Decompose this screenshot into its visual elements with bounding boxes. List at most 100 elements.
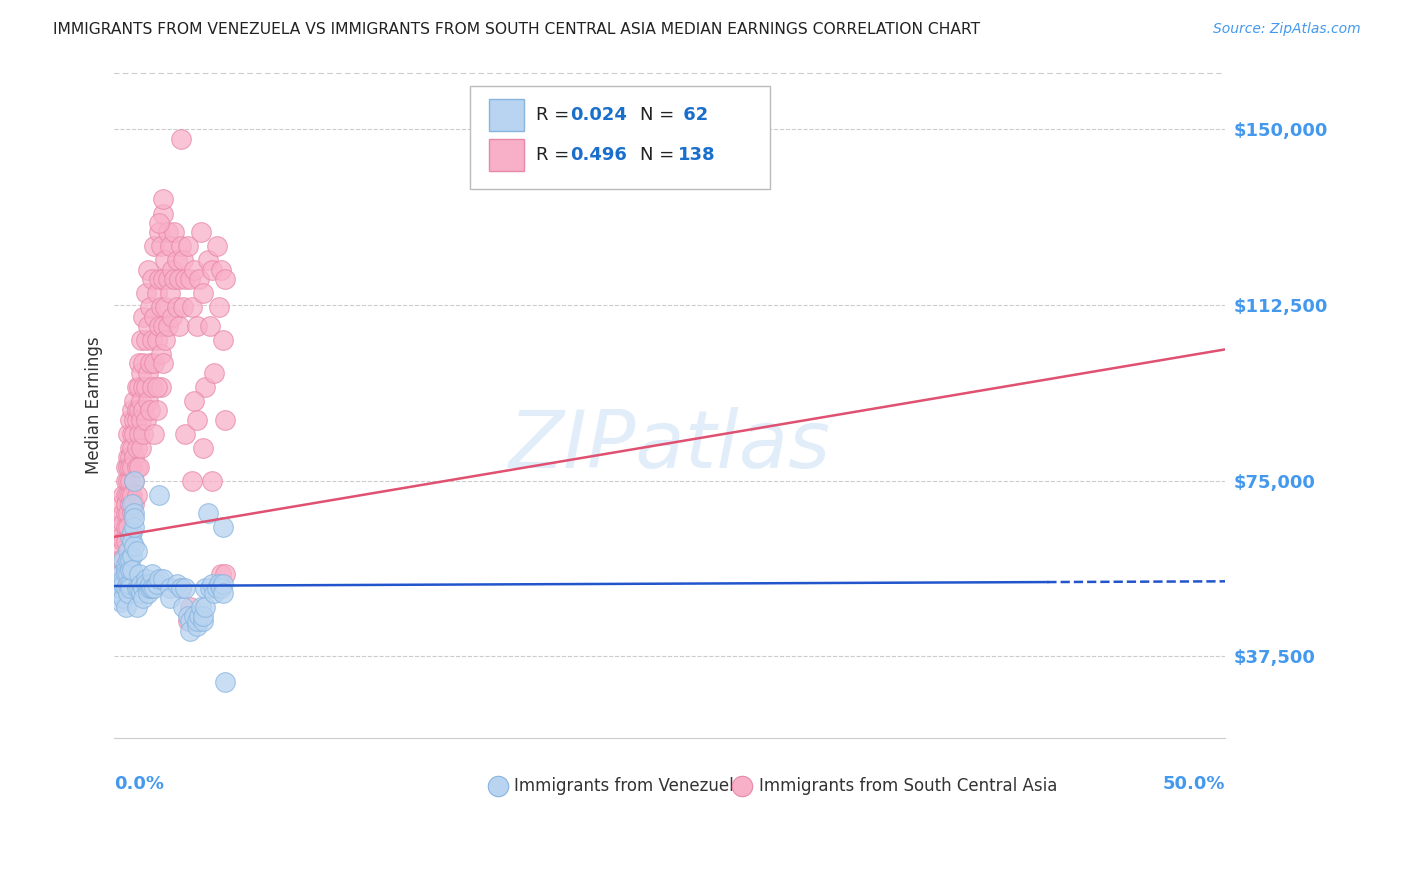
- Point: [202, 586, 225, 600]
- Point: [205, 239, 228, 253]
- Point: [121, 497, 143, 511]
- Point: [150, 347, 173, 361]
- Point: [118, 530, 141, 544]
- Point: [183, 609, 205, 624]
- Point: [124, 474, 146, 488]
- Point: [170, 582, 193, 596]
- Point: [174, 272, 197, 286]
- Point: [155, 300, 177, 314]
- Point: [124, 426, 146, 441]
- Point: [136, 318, 159, 333]
- Point: [124, 412, 146, 426]
- Point: [160, 262, 183, 277]
- Point: [166, 300, 188, 314]
- Text: 0.024: 0.024: [569, 106, 627, 124]
- Point: [121, 525, 143, 540]
- Point: [118, 450, 141, 465]
- Point: [121, 549, 143, 563]
- Point: [187, 272, 209, 286]
- Point: [125, 403, 148, 417]
- Y-axis label: Median Earnings: Median Earnings: [86, 337, 103, 475]
- Point: [141, 333, 163, 347]
- Point: [114, 459, 136, 474]
- Point: [112, 516, 135, 530]
- Point: [209, 262, 232, 277]
- Point: [128, 567, 150, 582]
- Point: [114, 600, 136, 615]
- Point: [148, 318, 170, 333]
- Point: [117, 507, 139, 521]
- Point: [112, 507, 135, 521]
- Point: [114, 474, 136, 488]
- Point: [134, 572, 156, 586]
- Point: [110, 520, 132, 534]
- Point: [166, 253, 188, 268]
- Point: [145, 333, 167, 347]
- Point: [141, 380, 163, 394]
- Point: [117, 553, 139, 567]
- Point: [125, 412, 148, 426]
- Point: [129, 333, 152, 347]
- Point: [110, 553, 132, 567]
- Point: [155, 253, 177, 268]
- FancyBboxPatch shape: [489, 139, 524, 170]
- Point: [112, 488, 135, 502]
- Point: [143, 426, 166, 441]
- Point: [150, 239, 173, 253]
- Point: [118, 576, 141, 591]
- FancyBboxPatch shape: [470, 87, 769, 189]
- Point: [205, 582, 228, 596]
- Point: [112, 591, 135, 605]
- Point: [212, 333, 235, 347]
- Point: [129, 393, 152, 408]
- Point: [125, 380, 148, 394]
- Point: [132, 426, 155, 441]
- Point: [124, 539, 146, 553]
- Point: [110, 530, 132, 544]
- Point: [150, 300, 173, 314]
- Point: [145, 286, 167, 301]
- Point: [214, 567, 236, 582]
- Text: IMMIGRANTS FROM VENEZUELA VS IMMIGRANTS FROM SOUTH CENTRAL ASIA MEDIAN EARNINGS : IMMIGRANTS FROM VENEZUELA VS IMMIGRANTS …: [53, 22, 980, 37]
- Point: [112, 553, 135, 567]
- Point: [194, 600, 217, 615]
- Point: [132, 356, 155, 370]
- Text: 0.0%: 0.0%: [114, 775, 165, 793]
- Point: [152, 356, 174, 370]
- Point: [152, 193, 174, 207]
- Point: [197, 507, 219, 521]
- Point: [186, 619, 208, 633]
- Point: [117, 459, 139, 474]
- Point: [110, 576, 132, 591]
- Point: [128, 356, 150, 370]
- Point: [136, 393, 159, 408]
- Point: [139, 582, 162, 596]
- Point: [128, 403, 150, 417]
- Point: [209, 567, 232, 582]
- Point: [159, 591, 181, 605]
- Point: [134, 412, 156, 426]
- Point: [110, 582, 132, 596]
- Point: [186, 614, 208, 628]
- Point: [121, 441, 143, 455]
- Point: [132, 591, 155, 605]
- Point: [181, 300, 204, 314]
- Point: [117, 567, 139, 582]
- Point: [118, 412, 141, 426]
- Point: [118, 497, 141, 511]
- Point: [110, 567, 132, 582]
- Point: [143, 356, 166, 370]
- Point: [134, 576, 156, 591]
- Point: [183, 393, 205, 408]
- Point: [114, 558, 136, 572]
- Point: [212, 520, 235, 534]
- Point: [117, 544, 139, 558]
- Point: [108, 582, 131, 596]
- Point: [177, 239, 200, 253]
- Point: [128, 380, 150, 394]
- Point: [134, 333, 156, 347]
- FancyBboxPatch shape: [489, 99, 524, 131]
- Point: [108, 544, 131, 558]
- Point: [172, 300, 194, 314]
- Point: [159, 582, 181, 596]
